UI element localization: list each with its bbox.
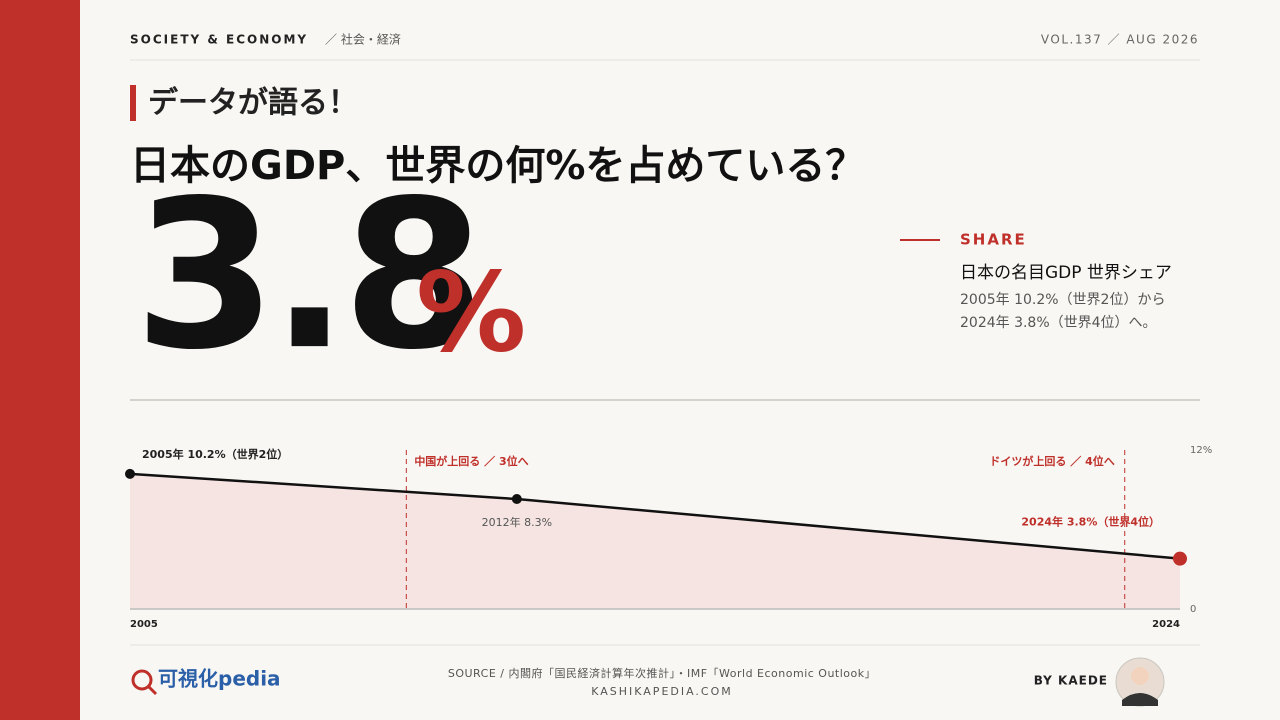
issue: VOL.137 ／ AUG 2026 (1041, 33, 1199, 47)
kicker: データが語る！ (148, 86, 358, 121)
point (1173, 551, 1187, 566)
share-label: SHARE (960, 231, 1027, 249)
x-tick-label: 2005 (130, 619, 158, 630)
point (511, 494, 522, 505)
point (125, 468, 135, 479)
annotation-label: ドイツが上回る ／ 4位へ (989, 454, 1114, 468)
share-line: 2024年 3.8%（世界4位）へ。 (960, 315, 1157, 331)
share-line: 2005年 10.2%（世界2位）から (960, 292, 1165, 308)
big-value: 3.8 (134, 157, 479, 395)
value-label: 2024年 3.8%（世界4位） (1021, 515, 1160, 529)
logo-icon (147, 685, 158, 696)
source: SOURCE / 内閣府「国民経済計算年次推計」・IMF「World Econo… (448, 666, 876, 680)
logo: 可視化pedia (158, 667, 281, 691)
y-tick-label: 0 (1190, 604, 1196, 615)
section: SOCIETY & ECONOMY (130, 33, 308, 47)
kicker-marker (130, 85, 136, 121)
avatar-face (1131, 667, 1149, 685)
byline: BY KAEDE (1034, 674, 1108, 688)
y-tick-label: 12% (1190, 445, 1212, 456)
value-label: 2012年 8.3% (482, 515, 552, 529)
logo-icon (131, 669, 153, 691)
side-bar (0, 0, 80, 720)
avatar-body (1122, 693, 1158, 706)
x-tick-label: 2024 (1152, 619, 1180, 630)
area (130, 473, 1180, 609)
annotation-label: 中国が上回る ／ 3位へ (414, 454, 528, 468)
value-label: 2005年 10.2%（世界2位） (142, 447, 288, 461)
share-heading: 日本の名目GDP 世界シェア (960, 263, 1172, 283)
chart: 0 12% 2005 2024 中国が上回る ／ 3位へ ドイツが上回る ／ 4位へ 200… (125, 445, 1212, 630)
title: 日本のGDP、世界の何%を占めている？ (130, 143, 865, 189)
section-ja: ／ 社会・経済 (325, 32, 401, 47)
site: KASHIKAPEDIA.COM (591, 685, 733, 698)
big-unit: % (416, 248, 526, 376)
